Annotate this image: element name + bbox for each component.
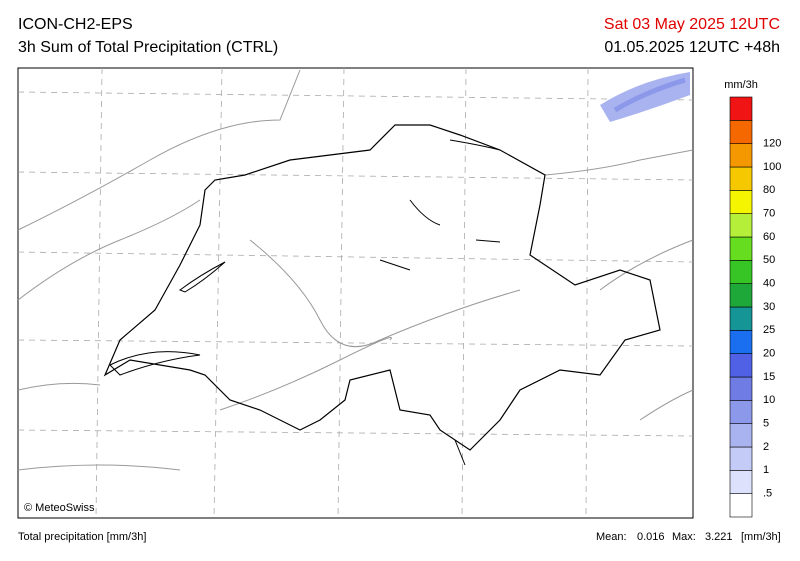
colorbar-box xyxy=(729,190,753,214)
colorbar-box xyxy=(729,446,753,471)
colorbar-box xyxy=(729,143,753,168)
colorbar-label: 70 xyxy=(763,208,775,220)
max-label: Max: xyxy=(672,531,696,543)
colorbar-box xyxy=(729,213,753,238)
max-value: 3.221 xyxy=(705,531,733,543)
graticule xyxy=(17,67,694,519)
model-name: ICON-CH2-EPS xyxy=(18,16,133,33)
colorbar-box xyxy=(729,236,753,261)
colorbar-box xyxy=(729,283,753,308)
colorbar-box xyxy=(729,493,753,518)
colorbar-box xyxy=(729,96,753,121)
colorbar-label: 20 xyxy=(763,348,775,360)
credit: © MeteoSwiss xyxy=(24,502,95,514)
colorbar-label: 80 xyxy=(763,184,775,196)
colorbar-box xyxy=(729,260,753,284)
footer-unit: [mm/3h] xyxy=(741,531,781,543)
colorbar-label: 15 xyxy=(763,371,775,383)
regional-borders xyxy=(17,69,694,471)
colorbar-label: 100 xyxy=(763,161,781,173)
colorbar-box xyxy=(729,353,753,378)
colorbar-label: 50 xyxy=(763,254,775,266)
run-time: 01.05.2025 12UTC +48h xyxy=(604,39,780,56)
colorbar-box xyxy=(729,400,753,424)
mean-value: 0.016 xyxy=(637,531,665,543)
colorbar-label: 60 xyxy=(763,231,775,243)
legend-unit: mm/3h xyxy=(724,79,758,91)
colorbar-label: 120 xyxy=(763,138,781,150)
colorbar-label: 30 xyxy=(763,301,775,313)
mean-label: Mean: xyxy=(596,531,627,543)
country-border xyxy=(103,124,661,451)
colorbar-box xyxy=(729,330,753,354)
colorbar-label: 10 xyxy=(763,394,775,406)
footer-variable: Total precipitation [mm/3h] xyxy=(18,531,146,543)
precipitation-core xyxy=(613,77,686,113)
lakes xyxy=(109,139,501,466)
colorbar-box xyxy=(729,423,753,448)
colorbar-label: 1 xyxy=(763,464,769,476)
map: © MeteoSwiss xyxy=(17,67,694,519)
colorbar-box xyxy=(729,470,753,494)
valid-time: Sat 03 May 2025 12UTC xyxy=(604,16,780,33)
colorbar-box xyxy=(729,120,753,144)
colorbar-label: 2 xyxy=(763,441,769,453)
product-name: 3h Sum of Total Precipitation (CTRL) xyxy=(18,39,278,56)
colorbar-label: .5 xyxy=(763,488,772,500)
colorbar-label: 5 xyxy=(763,418,769,430)
colorbar-box xyxy=(729,166,753,191)
colorbar-box xyxy=(729,376,753,401)
colorbar-box xyxy=(729,306,753,331)
colorbar-label: 25 xyxy=(763,324,775,336)
colorbar-label: 40 xyxy=(763,278,775,290)
map-frame xyxy=(17,67,694,519)
